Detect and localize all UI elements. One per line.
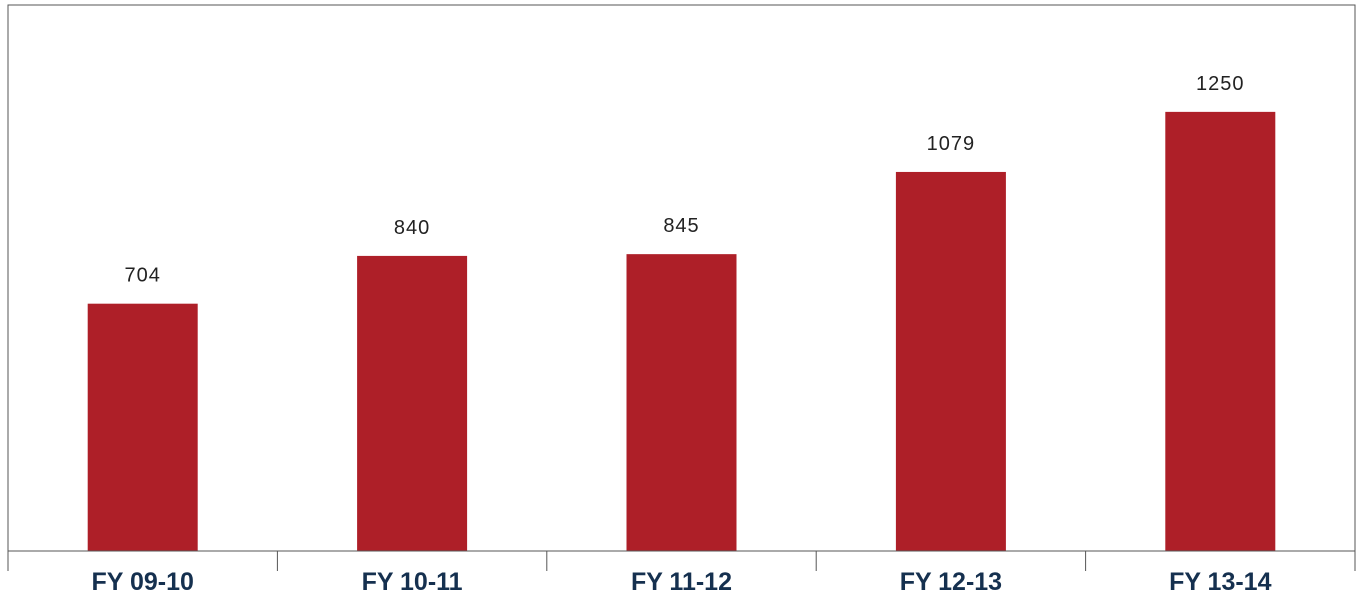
data-label: 704 <box>125 265 161 287</box>
data-label: 845 <box>663 215 699 237</box>
data-label: 1250 <box>1196 73 1245 95</box>
data-label: 1079 <box>927 133 976 155</box>
data-labels-group: 704 840 845 1079 1250 <box>125 73 1245 287</box>
bar-fy-11-12 <box>626 254 737 552</box>
x-axis-label: FY 11-12 <box>631 568 732 596</box>
x-axis-label: FY 13-14 <box>1169 568 1271 596</box>
x-axis-labels-group: FY 09-10 FY 10-11 FY 11-12 FY 12-13 FY 13-14 <box>92 568 1272 596</box>
x-axis-label: FY 12-13 <box>900 568 1002 596</box>
data-label: 840 <box>394 217 430 239</box>
x-axis-label: FY 09-10 <box>92 568 194 596</box>
bar-fy-13-14 <box>1165 111 1276 551</box>
bar-fy-12-13 <box>895 171 1006 551</box>
bars-group <box>87 111 1276 552</box>
x-axis-label: FY 10-11 <box>362 568 463 596</box>
x-axis-ticks-group <box>7 551 1356 571</box>
bar-fy-10-11 <box>357 255 468 551</box>
bar-fy-09-10 <box>87 303 198 551</box>
